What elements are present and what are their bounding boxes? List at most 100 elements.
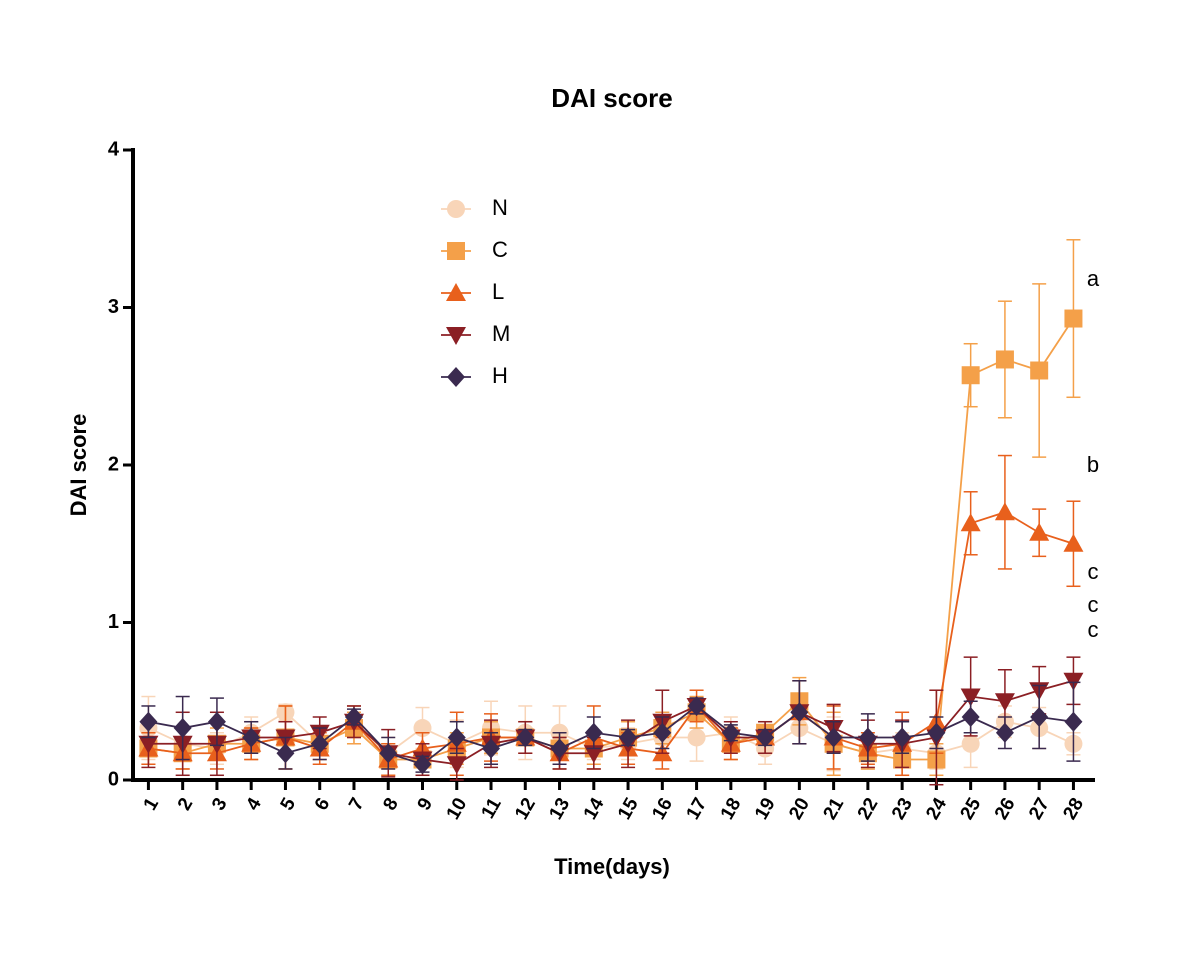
- marker: [242, 727, 261, 748]
- x-axis-label: Time(days): [554, 854, 670, 879]
- marker: [687, 695, 706, 716]
- legend-item: H: [441, 363, 508, 388]
- annotation: c: [1088, 559, 1099, 584]
- y-axis-label: DAI score: [66, 414, 91, 517]
- x-tick-label: 22: [854, 795, 883, 824]
- marker: [276, 743, 295, 764]
- marker: [790, 702, 809, 723]
- marker: [447, 242, 465, 260]
- legend-label: H: [492, 363, 508, 388]
- marker: [447, 200, 465, 218]
- x-tick-label: 6: [311, 795, 334, 815]
- annotation: b: [1087, 452, 1099, 477]
- series: [138, 454, 1084, 777]
- x-tick-label: 4: [242, 794, 266, 814]
- x-tick-label: 10: [443, 795, 472, 824]
- marker: [138, 735, 159, 754]
- marker: [482, 738, 501, 759]
- marker: [960, 513, 981, 532]
- series-line: [148, 704, 1074, 766]
- marker: [446, 327, 466, 345]
- marker: [1064, 711, 1083, 732]
- x-tick-label: 15: [614, 794, 643, 823]
- x-tick-label: 24: [922, 794, 951, 823]
- marker: [1063, 533, 1084, 552]
- marker: [619, 727, 638, 748]
- x-tick-label: 11: [477, 794, 505, 822]
- marker: [1030, 361, 1049, 380]
- legend-item: C: [441, 237, 508, 262]
- y-tick-label: 4: [108, 138, 120, 160]
- marker: [1030, 707, 1049, 727]
- marker: [446, 283, 466, 301]
- marker: [583, 745, 604, 764]
- y-tick-label: 3: [108, 296, 119, 318]
- x-tick-label: 17: [682, 795, 711, 824]
- series-line: [148, 511, 1074, 761]
- marker: [893, 727, 912, 748]
- legend-item: N: [441, 195, 508, 220]
- marker: [961, 707, 980, 727]
- marker: [961, 366, 980, 385]
- marker: [721, 722, 740, 743]
- x-tick-label: 23: [888, 795, 917, 824]
- x-tick-label: 20: [785, 795, 814, 824]
- y-tick-label: 2: [108, 453, 119, 475]
- marker: [1064, 309, 1083, 328]
- marker: [173, 718, 192, 739]
- annotation: a: [1087, 266, 1100, 291]
- legend-item: L: [441, 279, 504, 304]
- x-tick-label: 5: [277, 794, 301, 814]
- legend-label: L: [492, 279, 504, 304]
- marker: [1029, 522, 1050, 541]
- x-tick-label: 1: [140, 794, 164, 814]
- y-tick-label: 1: [108, 611, 119, 633]
- marker: [995, 350, 1014, 369]
- x-tick-label: 16: [648, 795, 677, 824]
- marker: [927, 722, 946, 743]
- x-tick-label: 14: [580, 794, 609, 823]
- x-tick-label: 7: [345, 795, 368, 815]
- marker: [687, 728, 706, 747]
- chart-title: DAI score: [551, 83, 672, 113]
- series-line: [148, 679, 1074, 766]
- x-tick-label: 8: [379, 795, 402, 815]
- marker: [824, 727, 843, 748]
- marker: [310, 733, 329, 754]
- marker: [653, 722, 672, 743]
- x-tick-label: 13: [545, 795, 574, 824]
- x-tick-label: 18: [717, 795, 746, 824]
- x-tick-label: 25: [957, 794, 986, 823]
- x-tick-label: 21: [820, 794, 849, 823]
- marker: [550, 738, 569, 759]
- y-tick-label: 0: [108, 768, 119, 790]
- legend-item: M: [441, 321, 510, 346]
- marker: [516, 727, 535, 748]
- x-tick-label: 27: [1025, 795, 1054, 824]
- marker: [413, 754, 432, 775]
- marker: [344, 707, 363, 727]
- x-tick-label: 28: [1059, 795, 1088, 824]
- legend-label: N: [492, 195, 508, 220]
- legend-label: M: [492, 321, 510, 346]
- legend-label: C: [492, 237, 508, 262]
- marker: [379, 743, 398, 764]
- series-line: [148, 711, 1074, 755]
- marker: [447, 727, 466, 748]
- x-tick-label: 26: [991, 795, 1020, 824]
- marker: [447, 367, 465, 387]
- annotation: c: [1088, 592, 1099, 617]
- marker: [207, 711, 226, 732]
- marker: [961, 734, 980, 753]
- x-tick-label: 3: [208, 795, 231, 815]
- series-line: [148, 318, 1075, 761]
- series: [139, 680, 1083, 775]
- marker: [139, 711, 158, 732]
- x-tick-label: 9: [414, 795, 437, 815]
- marker: [584, 722, 603, 743]
- marker: [995, 722, 1014, 743]
- x-tick-label: 12: [511, 795, 540, 824]
- marker: [960, 688, 981, 707]
- x-tick-label: 19: [751, 795, 780, 824]
